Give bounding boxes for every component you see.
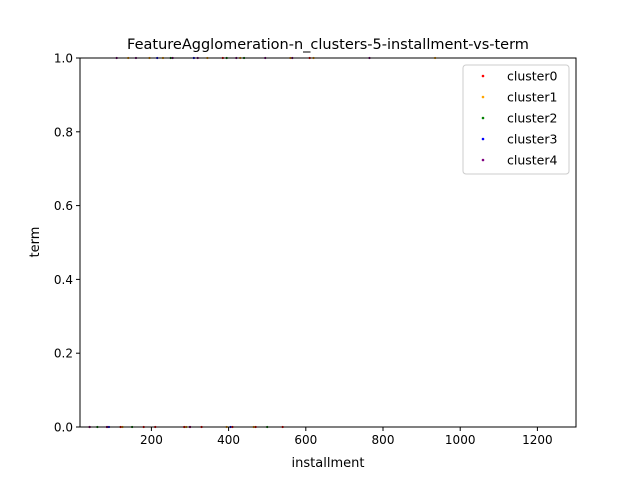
legend-marker-cluster3 xyxy=(481,137,485,141)
x-tick-label-3: 800 xyxy=(372,433,395,447)
y-tick-label-0: 0.0 xyxy=(54,421,73,435)
x-axis-label: installment xyxy=(292,456,365,471)
legend-label-cluster2: cluster2 xyxy=(507,111,557,126)
y-tick-label-2: 0.4 xyxy=(54,273,73,287)
plot-points xyxy=(88,56,437,429)
y-axis-label: term xyxy=(28,227,43,258)
y-tick-label-3: 0.6 xyxy=(54,199,73,213)
y-tick-label-5: 1.0 xyxy=(54,52,73,66)
y-tick-label-4: 0.8 xyxy=(54,125,73,139)
legend: cluster0 cluster1 cluster2 cluster3 cluster4 xyxy=(462,64,570,175)
x-tick-label-1: 400 xyxy=(217,433,240,447)
x-tick-label-4: 1000 xyxy=(445,433,476,447)
legend-marker-cluster0 xyxy=(481,74,485,78)
x-tick-label-0: 200 xyxy=(140,433,163,447)
legend-box xyxy=(462,64,570,175)
x-axis: 200 400 600 800 1000 1200 xyxy=(140,427,553,447)
legend-label-cluster1: cluster1 xyxy=(507,90,557,105)
x-tick-label-2: 600 xyxy=(294,433,317,447)
y-tick-label-1: 0.2 xyxy=(54,347,73,361)
legend-marker-cluster2 xyxy=(481,116,485,120)
y-axis: 0.0 0.2 0.4 0.6 0.8 1.0 xyxy=(54,52,80,435)
x-tick-label-5: 1200 xyxy=(522,433,553,447)
legend-label-cluster0: cluster0 xyxy=(507,69,558,84)
legend-marker-cluster1 xyxy=(481,95,485,99)
legend-marker-cluster4 xyxy=(481,158,485,162)
legend-label-cluster3: cluster3 xyxy=(507,132,557,147)
legend-label-cluster4: cluster4 xyxy=(507,153,558,168)
plot-frame xyxy=(79,57,577,428)
chart-title: FeatureAgglomeration-n_clusters-5-instal… xyxy=(127,37,529,53)
